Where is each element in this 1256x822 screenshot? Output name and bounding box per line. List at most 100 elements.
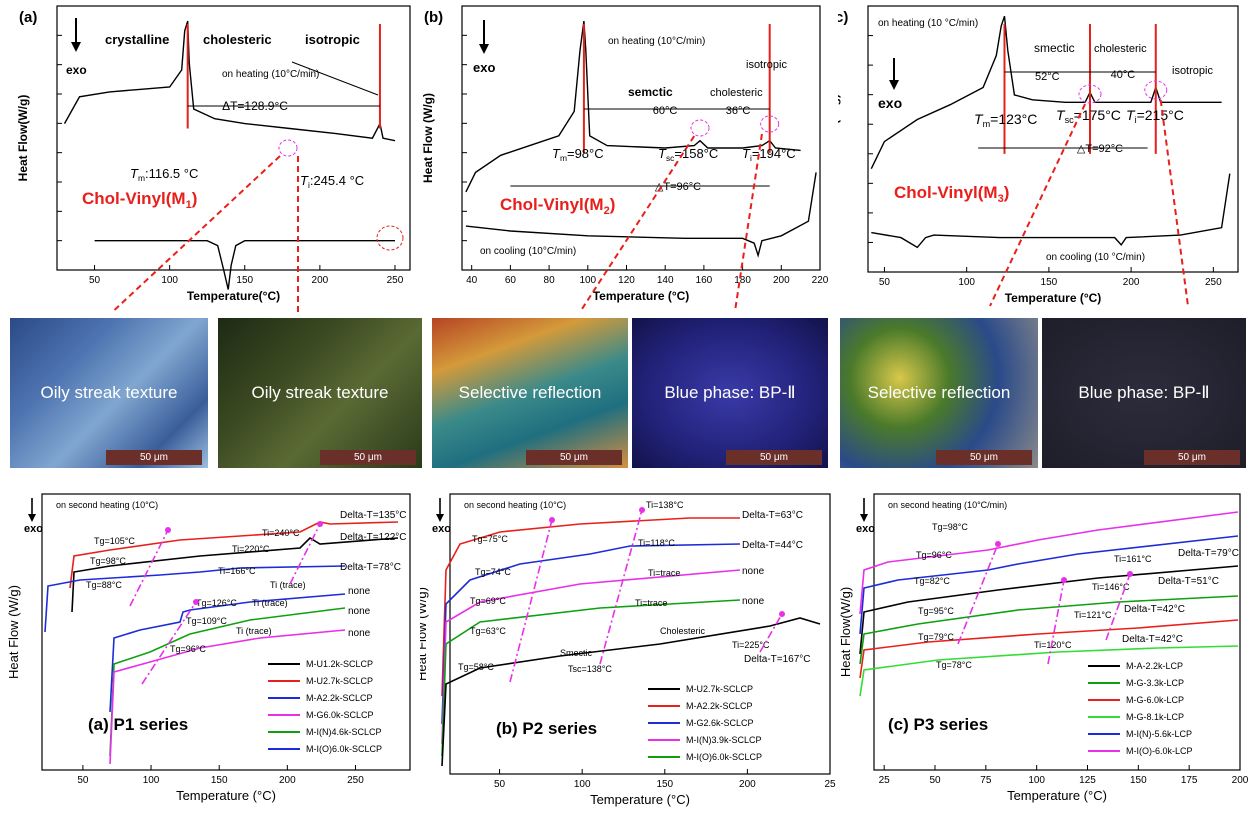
phase-label: cholesteric [203,32,272,47]
phase-label: cholesteric [1094,43,1147,55]
dsc-chart-b: 40 60 80 100 120 140 160 180 200 220 Temperature (… [421,5,829,312]
trend-arrowhead [779,611,785,617]
tm-label: Tm=123°C [974,111,1037,129]
x-tick-label: 50 [494,779,506,790]
legend-entry: M-G-8.1k-LCP [1126,712,1184,722]
exo-arrowhead [860,514,868,522]
x-tick-label: 100 [1028,775,1045,786]
x-tick-label: 25 [824,779,836,790]
x-tick-label: 175 [1181,775,1198,786]
phase-label: isotropic [305,32,360,47]
phase-label: isotropic [1172,65,1213,77]
ti-label: Ti=215°C [1126,107,1184,125]
transition-label: Ti=240°C [262,528,300,538]
cooling-title: on cooling (10°C/min) [480,246,576,257]
delta-t-label: Delta-T=42°C [1122,634,1183,645]
micrograph-label: Oily streak texture [40,383,178,402]
x-tick-label: 250 [1205,277,1222,288]
transition-label: Tsc=138°C [568,664,612,674]
legend-entry: M-I(O)-6.0k-LCP [1126,746,1193,756]
transition-label: Ti=161°C [1114,554,1152,564]
trend-arrow [289,523,321,585]
tsc-label: Tsc=158°C [658,146,718,163]
exo-label: exo [473,60,495,75]
phase-label: crystalline [105,32,169,47]
transition-label: Tg=69°C [470,596,506,606]
x-tick-label: 250 [347,775,364,786]
transition-label: Tg=109°C [186,616,227,626]
exo-arrowhead [479,44,489,54]
scale-bar: 50 μm [106,450,202,465]
x-axis-label: Temperature (°C) [176,788,276,803]
compound-name: Chol-Vinyl(M1) [82,189,197,211]
trend-arrow [509,519,553,683]
transition-label: Tg=63°C [470,626,506,636]
x-tick-label: 100 [574,779,591,790]
legend-entry: M-I(O)6.0k-SCLCP [306,744,382,754]
delta-t-label: none [742,566,765,577]
trend-arrowhead [193,599,199,605]
transition-label: Ti (trace) [236,626,272,636]
legend-entry: M-A2.2k-SCLCP [306,693,373,703]
gap-label: 52°C [1035,71,1060,83]
dsc-curve [69,521,399,589]
dsc-curve [441,617,821,767]
legend-entry: M-G6.0k-SCLCP [306,710,374,720]
dsc-chart-p2: 50 100 150 200 25 Temperature (°C) Heat Flow (… [420,493,836,807]
exo-label: exo [856,523,875,535]
x-tick-label: 150 [236,275,253,286]
x-tick-label: 80 [544,275,556,286]
tsc-label: Tsc=175°C [1056,107,1121,125]
pointer-line [291,61,379,96]
transition-label: Tg=95°C [918,606,954,616]
micrograph-label: Oily streak texture [251,383,389,402]
heating-title: on heating (10°C/min) [608,36,705,47]
x-tick-label: 200 [279,775,296,786]
x-tick-label: 50 [879,277,891,288]
dsc-chart-p1: 50 100 150 200 250 Temperature (°C) Heat Flow … [6,493,411,803]
scale-bar: 50 μm [320,450,416,465]
highlight-circle [278,139,298,157]
dsc-chart-a: 50 100 150 200 250 Temperature(°C) Heat Flow(W… [16,5,411,312]
exo-label: exo [432,523,451,535]
micrograph: Oily streak texture 50 μm [218,318,422,468]
x-tick-label: 200 [773,275,790,286]
trend-arrow [1047,579,1065,665]
dsc-curve [859,565,1239,655]
dsc-chart-p3: 25 50 75 100 125 150 175 200 Temperature (°C) Hea… [838,493,1249,803]
transition-label: Tg=74°C [475,567,511,577]
transition-label: Tg=78°C [936,660,972,670]
cooling-curve [871,173,1231,249]
trend-arrow [759,613,783,653]
micrograph: Selective reflection 50 μm [432,318,628,468]
trend-arrowhead [317,521,323,527]
dsc-curve [109,629,346,765]
exo-arrowhead [436,514,444,522]
dsc-curve [441,517,740,697]
trend-arrow [129,529,169,607]
pointer-arrow [989,103,1086,307]
trend-arrowhead [549,517,555,523]
dsc-chart-c: 50 100 150 200 250 Temperature (°C) Heat Flow … [838,5,1239,307]
legend-entry: M-G-6.0k-LCP [1126,695,1184,705]
transition-label: Tg=75°C [472,534,508,544]
x-tick-label: 100 [958,277,975,288]
delta-t-label: △T=96°C [655,181,701,193]
exo-label: exo [66,63,87,77]
highlight-circle [1144,80,1168,100]
x-tick-label: 120 [618,275,635,286]
exo-arrowhead [889,80,899,90]
y-axis-label: Heat Flow (W/g) [838,94,841,184]
heating-title: on heating (10 °C/min) [878,18,978,29]
micrograph: Oily streak texture 50 μm [10,318,208,468]
compound-name: Chol-Vinyl(M3) [894,183,1009,205]
x-tick-label: 100 [579,275,596,286]
transition-label: Tg=82°C [914,576,950,586]
transition-label: Ti (trace) [270,580,306,590]
ti-label: Ti=194°C [742,146,796,163]
trend-arrow [141,601,197,685]
x-tick-label: 150 [1041,277,1058,288]
trend-arrow [957,543,999,645]
heating-curve [63,20,396,142]
x-tick-label: 150 [656,779,673,790]
